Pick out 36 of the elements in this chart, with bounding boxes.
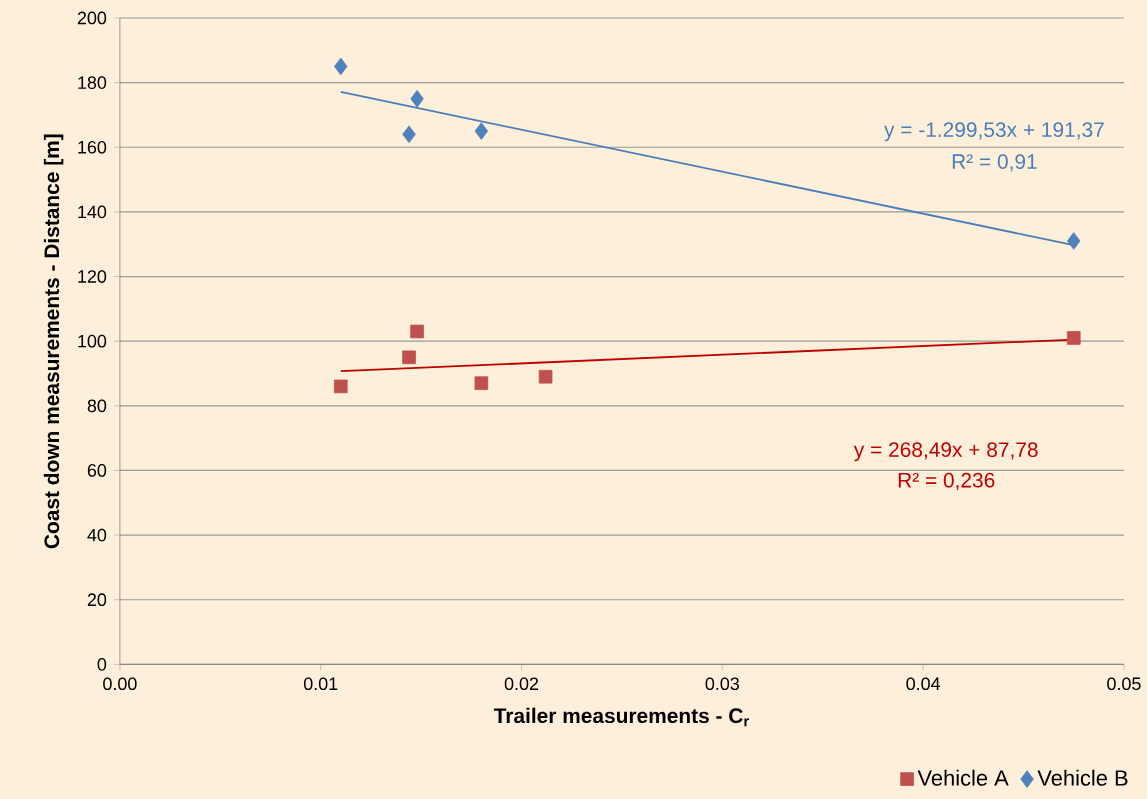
point: [410, 89, 424, 108]
y-tick-label: 160: [78, 140, 107, 154]
point: [402, 350, 416, 365]
point: [1066, 331, 1081, 345]
legend-label: Vehicle A: [917, 769, 1009, 786]
y-axis-title: Coast down measurements - Distance [m]: [43, 134, 64, 549]
point: [474, 376, 489, 390]
x-tick-label: 0.04: [906, 677, 941, 690]
point: [1067, 232, 1081, 250]
point: [410, 324, 424, 339]
x-tick-label: 0.03: [705, 677, 739, 690]
x-tick-label: 0.02: [504, 677, 539, 690]
y-tick-label: 200: [77, 11, 107, 25]
legend-label: Vehicle B: [1037, 769, 1128, 786]
y-tick-label: 80: [87, 399, 107, 413]
annotation: y = -1.299,53x + 191,37: [884, 122, 1104, 142]
y-tick-label: 0: [97, 657, 107, 671]
annotation: R² = 0,91: [952, 154, 1037, 172]
point: [474, 122, 489, 140]
y-tick-label: 60: [87, 463, 107, 477]
x-tick-label: 0.01: [303, 677, 338, 690]
point: [334, 57, 348, 76]
y-tick-label: 120: [78, 270, 107, 283]
x-tick-label: 0.05: [1107, 677, 1141, 690]
y-tick-label: 40: [87, 528, 107, 542]
y-tick-label: 20: [87, 593, 107, 606]
y-tick-label: 180: [78, 76, 107, 89]
y-tick-label: 140: [78, 205, 107, 219]
point: [538, 369, 553, 384]
x-tick-label: 0.00: [103, 677, 137, 690]
point: [402, 125, 416, 144]
x-axis-title: Trailer measurements - C$_{r}$: [493, 707, 749, 727]
y-tick-label: 100: [78, 334, 107, 348]
annotation: R² = 0,236: [898, 472, 995, 490]
point: [333, 379, 348, 394]
annotation: y = 268,49x + 87,78: [853, 442, 1038, 462]
